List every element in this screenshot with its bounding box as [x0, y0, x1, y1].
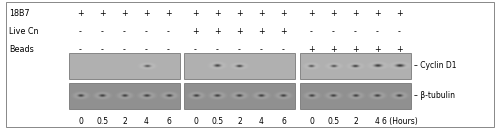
Text: +: +	[236, 9, 243, 18]
Text: Beads: Beads	[9, 45, 34, 54]
Bar	[69, 82, 180, 109]
Text: +: +	[352, 45, 359, 54]
Text: +: +	[214, 9, 221, 18]
Text: +: +	[330, 9, 337, 18]
Bar	[184, 82, 295, 109]
Text: +: +	[330, 45, 337, 54]
Bar	[69, 53, 180, 79]
Text: 6: 6	[281, 117, 286, 126]
Text: 6: 6	[166, 117, 171, 126]
Text: +: +	[258, 9, 265, 18]
Text: -: -	[194, 45, 197, 54]
Bar	[300, 53, 411, 79]
Text: 0.5: 0.5	[328, 117, 340, 126]
Text: +: +	[236, 27, 243, 36]
Text: +: +	[143, 9, 150, 18]
Text: -: -	[310, 27, 313, 36]
Text: 18B7: 18B7	[9, 9, 29, 18]
Text: 4: 4	[144, 117, 149, 126]
Text: -: -	[123, 27, 126, 36]
Text: -: -	[376, 27, 379, 36]
Text: -: -	[354, 27, 357, 36]
Text: – Cyclin D1: – Cyclin D1	[414, 62, 457, 70]
Text: -: -	[79, 27, 82, 36]
Text: Live Cn: Live Cn	[9, 27, 38, 36]
Text: – β-tubulin: – β-tubulin	[414, 91, 455, 100]
Text: +: +	[374, 45, 381, 54]
Text: -: -	[238, 45, 241, 54]
Text: 0.5: 0.5	[96, 117, 108, 126]
Text: 0: 0	[78, 117, 83, 126]
Text: -: -	[145, 45, 148, 54]
Text: -: -	[282, 45, 285, 54]
Text: +: +	[165, 9, 172, 18]
Text: 2: 2	[237, 117, 242, 126]
Text: -: -	[79, 45, 82, 54]
Text: +: +	[396, 45, 403, 54]
Bar	[184, 53, 295, 79]
Text: +: +	[214, 27, 221, 36]
Text: 2: 2	[353, 117, 358, 126]
Text: -: -	[167, 27, 170, 36]
Text: -: -	[216, 45, 219, 54]
Text: -: -	[398, 27, 401, 36]
Text: +: +	[308, 45, 315, 54]
Text: +: +	[308, 9, 315, 18]
Text: +: +	[374, 9, 381, 18]
Text: 0: 0	[193, 117, 198, 126]
Text: -: -	[123, 45, 126, 54]
Text: 0.5: 0.5	[212, 117, 224, 126]
Text: +: +	[352, 9, 359, 18]
Text: +: +	[99, 9, 106, 18]
Text: -: -	[101, 45, 104, 54]
Text: +: +	[121, 9, 128, 18]
Text: -: -	[101, 27, 104, 36]
Text: 4: 4	[375, 117, 380, 126]
Text: -: -	[260, 45, 263, 54]
Text: 6 (Hours): 6 (Hours)	[382, 117, 418, 126]
Text: +: +	[192, 9, 199, 18]
Text: 2: 2	[122, 117, 127, 126]
Text: +: +	[77, 9, 84, 18]
Text: +: +	[258, 27, 265, 36]
Text: -: -	[332, 27, 335, 36]
Text: -: -	[145, 27, 148, 36]
Text: +: +	[280, 27, 287, 36]
Text: +: +	[280, 9, 287, 18]
Text: +: +	[192, 27, 199, 36]
Text: 4: 4	[259, 117, 264, 126]
Text: -: -	[167, 45, 170, 54]
Bar	[300, 82, 411, 109]
Text: +: +	[396, 9, 403, 18]
Text: 0: 0	[309, 117, 314, 126]
